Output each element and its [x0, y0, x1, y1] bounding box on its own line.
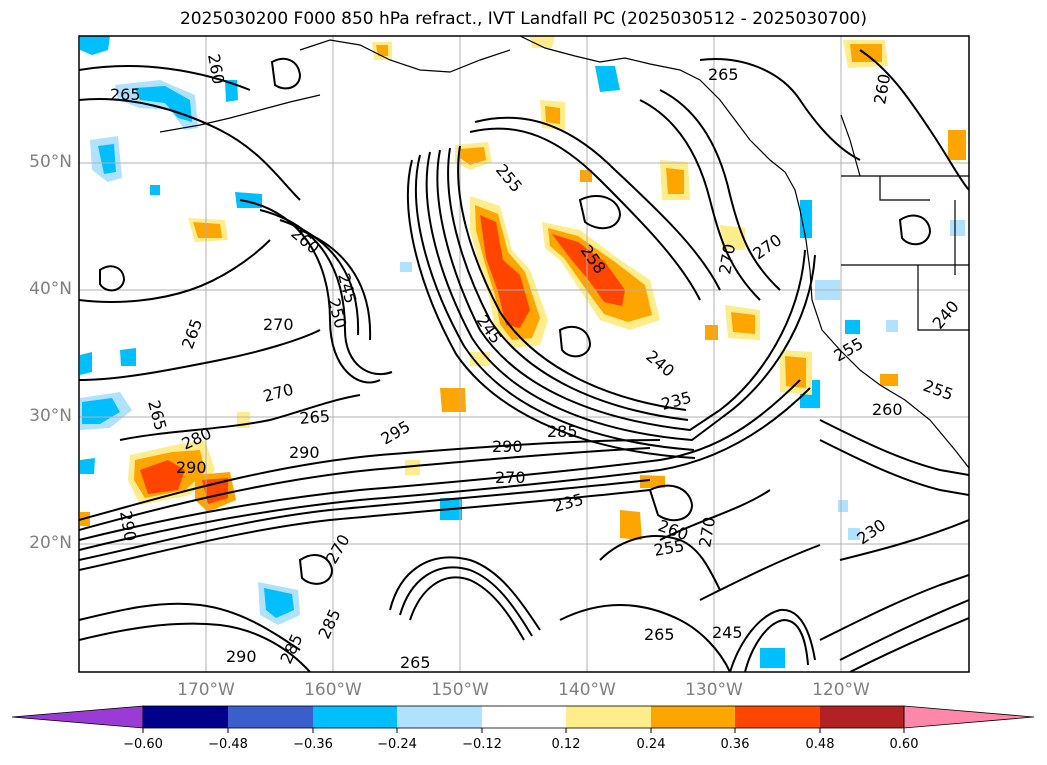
- colorbar-bin: [482, 706, 566, 728]
- plot-frame: [78, 35, 970, 673]
- plot-area: [79, 36, 969, 672]
- contour-label: 245: [712, 623, 743, 642]
- colorbar-bin: [397, 706, 482, 728]
- colorbar-bin: [566, 706, 651, 728]
- colorbar-bin: [313, 706, 397, 728]
- colorbar-bin: [820, 706, 904, 728]
- contour-label: 290: [176, 458, 207, 477]
- contour-label: 270: [495, 468, 526, 487]
- contour-label: 285: [547, 422, 578, 441]
- lon-label-150w: 150°W: [431, 680, 489, 700]
- contour-label: 265: [299, 406, 331, 428]
- graticule: [79, 36, 969, 672]
- coastline: [159, 36, 969, 469]
- contour-label: 290: [289, 443, 320, 462]
- colorbar-tick: 0.60: [889, 737, 919, 752]
- colorbar-bin: [651, 706, 735, 728]
- lat-label-20n: 20°N: [29, 533, 72, 553]
- contour-labels: 260 265 265 260 255 258 270 270 245 250 …: [110, 52, 963, 672]
- contour-label: 265: [400, 653, 431, 672]
- colorbar-tick: 0.24: [636, 737, 666, 752]
- colorbar-max-extension: [903, 705, 1035, 729]
- colorbar-tick: −0.12: [462, 737, 502, 752]
- refractivity-contours: [79, 49, 969, 672]
- colorbar-min-extension: [11, 705, 144, 729]
- colorbar-tick: 0.12: [551, 737, 581, 752]
- lon-label-160w: 160°W: [304, 680, 362, 700]
- colorbar-bin: [735, 706, 820, 728]
- colorbar-tick: 0.36: [720, 737, 750, 752]
- contour-label: 270: [263, 315, 294, 334]
- contour-label: 265: [110, 85, 141, 104]
- filled-anomaly-patches: [80, 36, 966, 668]
- lon-label-140w: 140°W: [558, 680, 616, 700]
- map-title: 2025030200 F000 850 hPa refract., IVT La…: [179, 9, 867, 29]
- lat-label-50n: 50°N: [29, 152, 72, 172]
- contour-label: 260: [872, 400, 903, 419]
- lon-label-170w: 170°W: [177, 680, 235, 700]
- colorbar-tick: −0.24: [377, 737, 417, 752]
- contour-label: 290: [492, 437, 523, 456]
- lat-label-30n: 30°N: [29, 406, 72, 426]
- colorbar-bin: [228, 706, 313, 728]
- contour-label: 290: [226, 647, 257, 666]
- colorbar: [11, 705, 1035, 733]
- colorbar-bin: [143, 706, 228, 728]
- colorbar-tick: −0.60: [123, 737, 163, 752]
- colorbar-tick: −0.48: [208, 737, 248, 752]
- lat-label-40n: 40°N: [29, 279, 72, 299]
- contour-label: 265: [708, 65, 739, 84]
- colorbar-tick: −0.36: [293, 737, 333, 752]
- colorbar-tick: 0.48: [805, 737, 835, 752]
- contour-label: 265: [644, 625, 675, 644]
- lon-label-130w: 130°W: [685, 680, 743, 700]
- lon-label-120w: 120°W: [812, 680, 870, 700]
